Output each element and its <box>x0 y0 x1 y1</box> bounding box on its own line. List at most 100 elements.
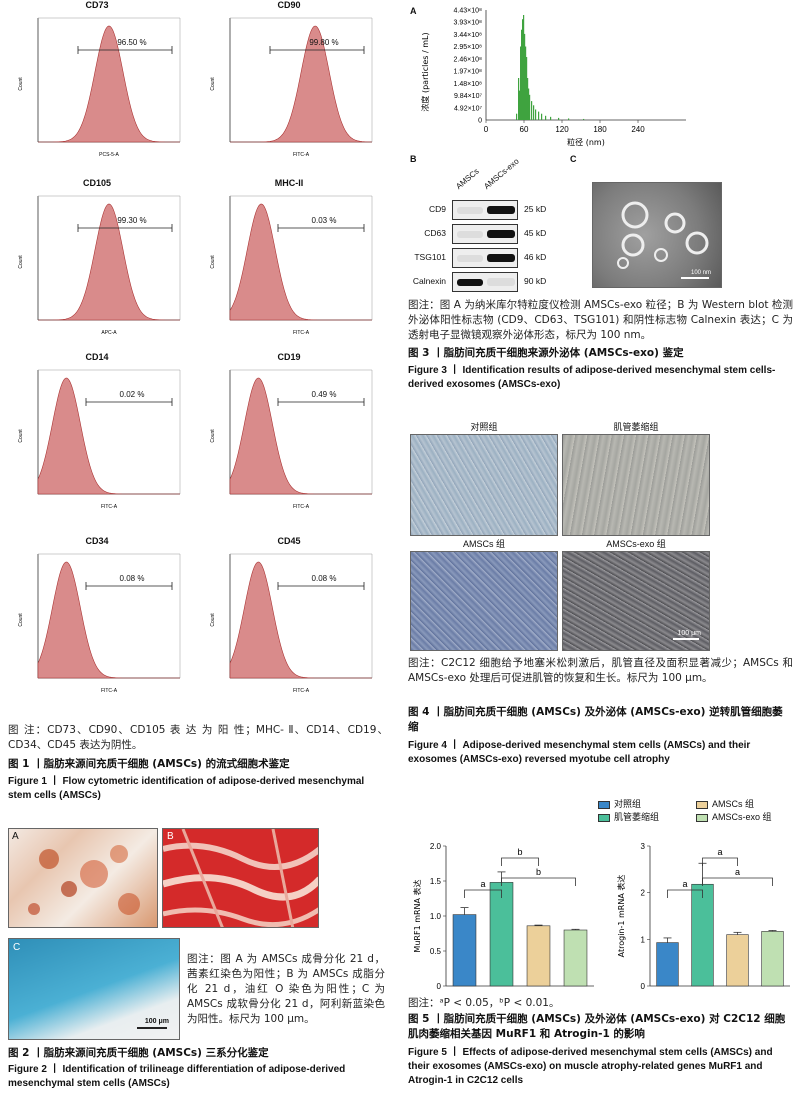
legend-swatch <box>696 800 708 809</box>
histogram-title: CD14 <box>85 352 109 362</box>
bar-ytick-label: 2.0 <box>430 842 442 851</box>
nta-bars <box>516 15 585 121</box>
fig5-chart-1: 0 1 2 3 Atrogin-1 mRNA 表达 a a a <box>616 842 790 991</box>
nta-bar <box>521 29 523 121</box>
histogram-peak <box>38 25 180 143</box>
nta-yticks: 4.43×10⁸ 3.93×10⁸ 3.44×10⁸ 2.95×10⁸ 2.46×10⁸… <box>454 8 483 125</box>
nta-xticks: 0 60 120 180 240 <box>484 120 645 134</box>
legend-label: 肌管萎缩组 <box>614 812 660 822</box>
nta-bar <box>529 94 531 120</box>
figure3-title-en: Figure 3 丨 Identification results of adi… <box>408 365 776 390</box>
nta-ytick-label: 1.48×10⁸ <box>454 81 482 88</box>
fig3-label-a: A <box>410 6 417 16</box>
wb-band-amscs <box>457 255 483 262</box>
fig5-charts: 0 0.5 1.0 1.5 2.0 MuRF1 mRNA 表达 a b b 0 1 2 3 Atrogin… <box>412 842 790 991</box>
nta-bar <box>550 116 552 120</box>
nta-xlabel: 粒径 (nm) <box>567 137 605 147</box>
bar-ylabel: Atrogin-1 mRNA 表达 <box>616 875 626 958</box>
bar-1 <box>691 883 714 987</box>
wb-band-box <box>452 224 518 244</box>
fig4-atrophy-image <box>562 434 710 536</box>
sig-label: b <box>517 847 522 857</box>
sig-bracket <box>667 889 703 898</box>
nta-bar <box>568 118 570 120</box>
legend-item: 肌管萎缩组 <box>598 810 659 823</box>
western-blot: AMSCs AMSCs-exo CD9 25 kD CD63 45 kD TSG101 4… <box>408 156 568 295</box>
wb-kd-label: 25 kD <box>524 204 547 214</box>
figure1-caption: 图 注：CD73、CD90、CD105 表 达 为 阳 性；MHC- Ⅱ、CD1… <box>8 724 388 751</box>
histogram-peak <box>230 25 372 143</box>
histogram-panel: MHC-II Count 0.03 % FITC-A <box>200 178 378 338</box>
histogram-peak <box>229 377 372 495</box>
osteogenic-image: A <box>8 828 158 928</box>
histogram-svg: Count 0.08 % FITC-A <box>210 553 373 694</box>
wb-band-exo <box>487 278 515 286</box>
sig-label: b <box>536 867 541 877</box>
gate-percentage: 0.08 % <box>120 574 145 583</box>
legend-label: AMSCs-exo 组 <box>712 812 772 822</box>
wb-protein-label: TSG101 <box>414 252 446 262</box>
wb-band-box <box>452 200 518 220</box>
histogram-title: CD19 <box>277 352 301 362</box>
histogram-panel: CD14 Count 0.02 % FITC-A <box>8 352 186 512</box>
histogram-title: MHC-II <box>274 178 304 188</box>
wb-row: Calnexin 90 kD <box>408 272 578 294</box>
fig5-legend: 对照组肌管萎缩组 AMSCs 组 AMSCs-exo 组 <box>598 797 798 825</box>
nta-xtick-label: 60 <box>520 125 529 134</box>
legend-swatch <box>696 813 708 822</box>
gate-percentage: 0.03 % <box>312 216 337 225</box>
nta-bar <box>545 115 547 120</box>
histogram-svg: Count 0.03 % FITC-A <box>210 195 373 336</box>
hist-ylabel: Count <box>18 77 24 91</box>
wb-band-amscs <box>457 231 483 238</box>
legend-label: 对照组 <box>614 799 642 809</box>
histogram-svg: Count 0.49 % FITC-A <box>210 369 373 510</box>
wb-row: TSG101 46 kD <box>408 248 578 270</box>
hist-ylabel: Count <box>18 613 24 627</box>
fig4-label-amscs-exo: AMSCs-exo 组 <box>606 539 666 549</box>
wb-col1: AMSCs <box>454 166 481 191</box>
bar-2 <box>526 925 551 987</box>
nta-bar <box>518 78 520 120</box>
gate-percentage: 0.08 % <box>312 574 337 583</box>
fig4-label-control: 对照组 <box>470 422 498 432</box>
histogram-panel: CD105 Count 99.30 % APC-A <box>8 178 186 338</box>
hist-xlabel: PCS-5-A <box>99 152 119 158</box>
wb-protein-label: CD9 <box>428 204 446 214</box>
sig-bracket <box>464 889 502 898</box>
histogram-peak <box>37 377 180 495</box>
histogram-title: CD34 <box>85 536 109 546</box>
fig2-label-a: A <box>12 831 19 842</box>
nta-bar <box>527 78 529 120</box>
nta-bar <box>519 90 521 120</box>
chondrogenic-image: C 100 μm <box>8 938 180 1040</box>
fig5-chart-0: 0 0.5 1.0 1.5 2.0 MuRF1 mRNA 表达 a b b <box>412 842 594 991</box>
sig-bracket <box>501 877 576 886</box>
hist-xlabel: FITC-A <box>101 504 118 510</box>
figure4-title-en: Figure 4 丨 Adipose-derived mesenchymal s… <box>408 740 751 765</box>
figure5-title-zh: 图 5 丨脂肪间充质干细胞 (AMSCs) 及外泌体 (AMSCs-exo) 对… <box>408 1013 786 1040</box>
bar-ylabel: MuRF1 mRNA 表达 <box>412 879 422 952</box>
wb-col2: AMSCs-exo <box>482 156 521 191</box>
wb-band-box <box>452 272 518 292</box>
fig4-label-amscs: AMSCs 组 <box>462 539 505 549</box>
nta-ytick-label: 9.84×10⁷ <box>454 93 482 100</box>
legend-item: AMSCs 组 <box>696 797 754 810</box>
nta-bar <box>526 57 528 120</box>
bar-ytick-label: 0.5 <box>430 947 442 956</box>
nta-xtick-label: 240 <box>631 125 645 134</box>
histogram-panel: CD34 Count 0.08 % FITC-A <box>8 536 186 696</box>
fig4-amscs-image <box>410 551 558 651</box>
histogram-svg: Count 0.08 % FITC-A <box>18 553 181 694</box>
hist-xlabel: APC-A <box>101 330 117 336</box>
histogram-title: CD45 <box>277 536 301 546</box>
nta-bar <box>516 113 518 120</box>
bar-ytick-label: 0 <box>437 982 442 991</box>
fig4-label-atrophy: 肌管萎缩组 <box>613 422 659 432</box>
hist-ylabel: Count <box>18 429 24 443</box>
figure5-title-en: Figure 5 丨 Effects of adipose-derived me… <box>408 1047 773 1086</box>
histogram-title: CD73 <box>85 0 109 10</box>
figure2-title-en: Figure 2 丨 Identification of trilineage … <box>8 1064 346 1089</box>
sig-bracket <box>702 857 738 866</box>
hist-xlabel: FITC-A <box>293 152 310 158</box>
